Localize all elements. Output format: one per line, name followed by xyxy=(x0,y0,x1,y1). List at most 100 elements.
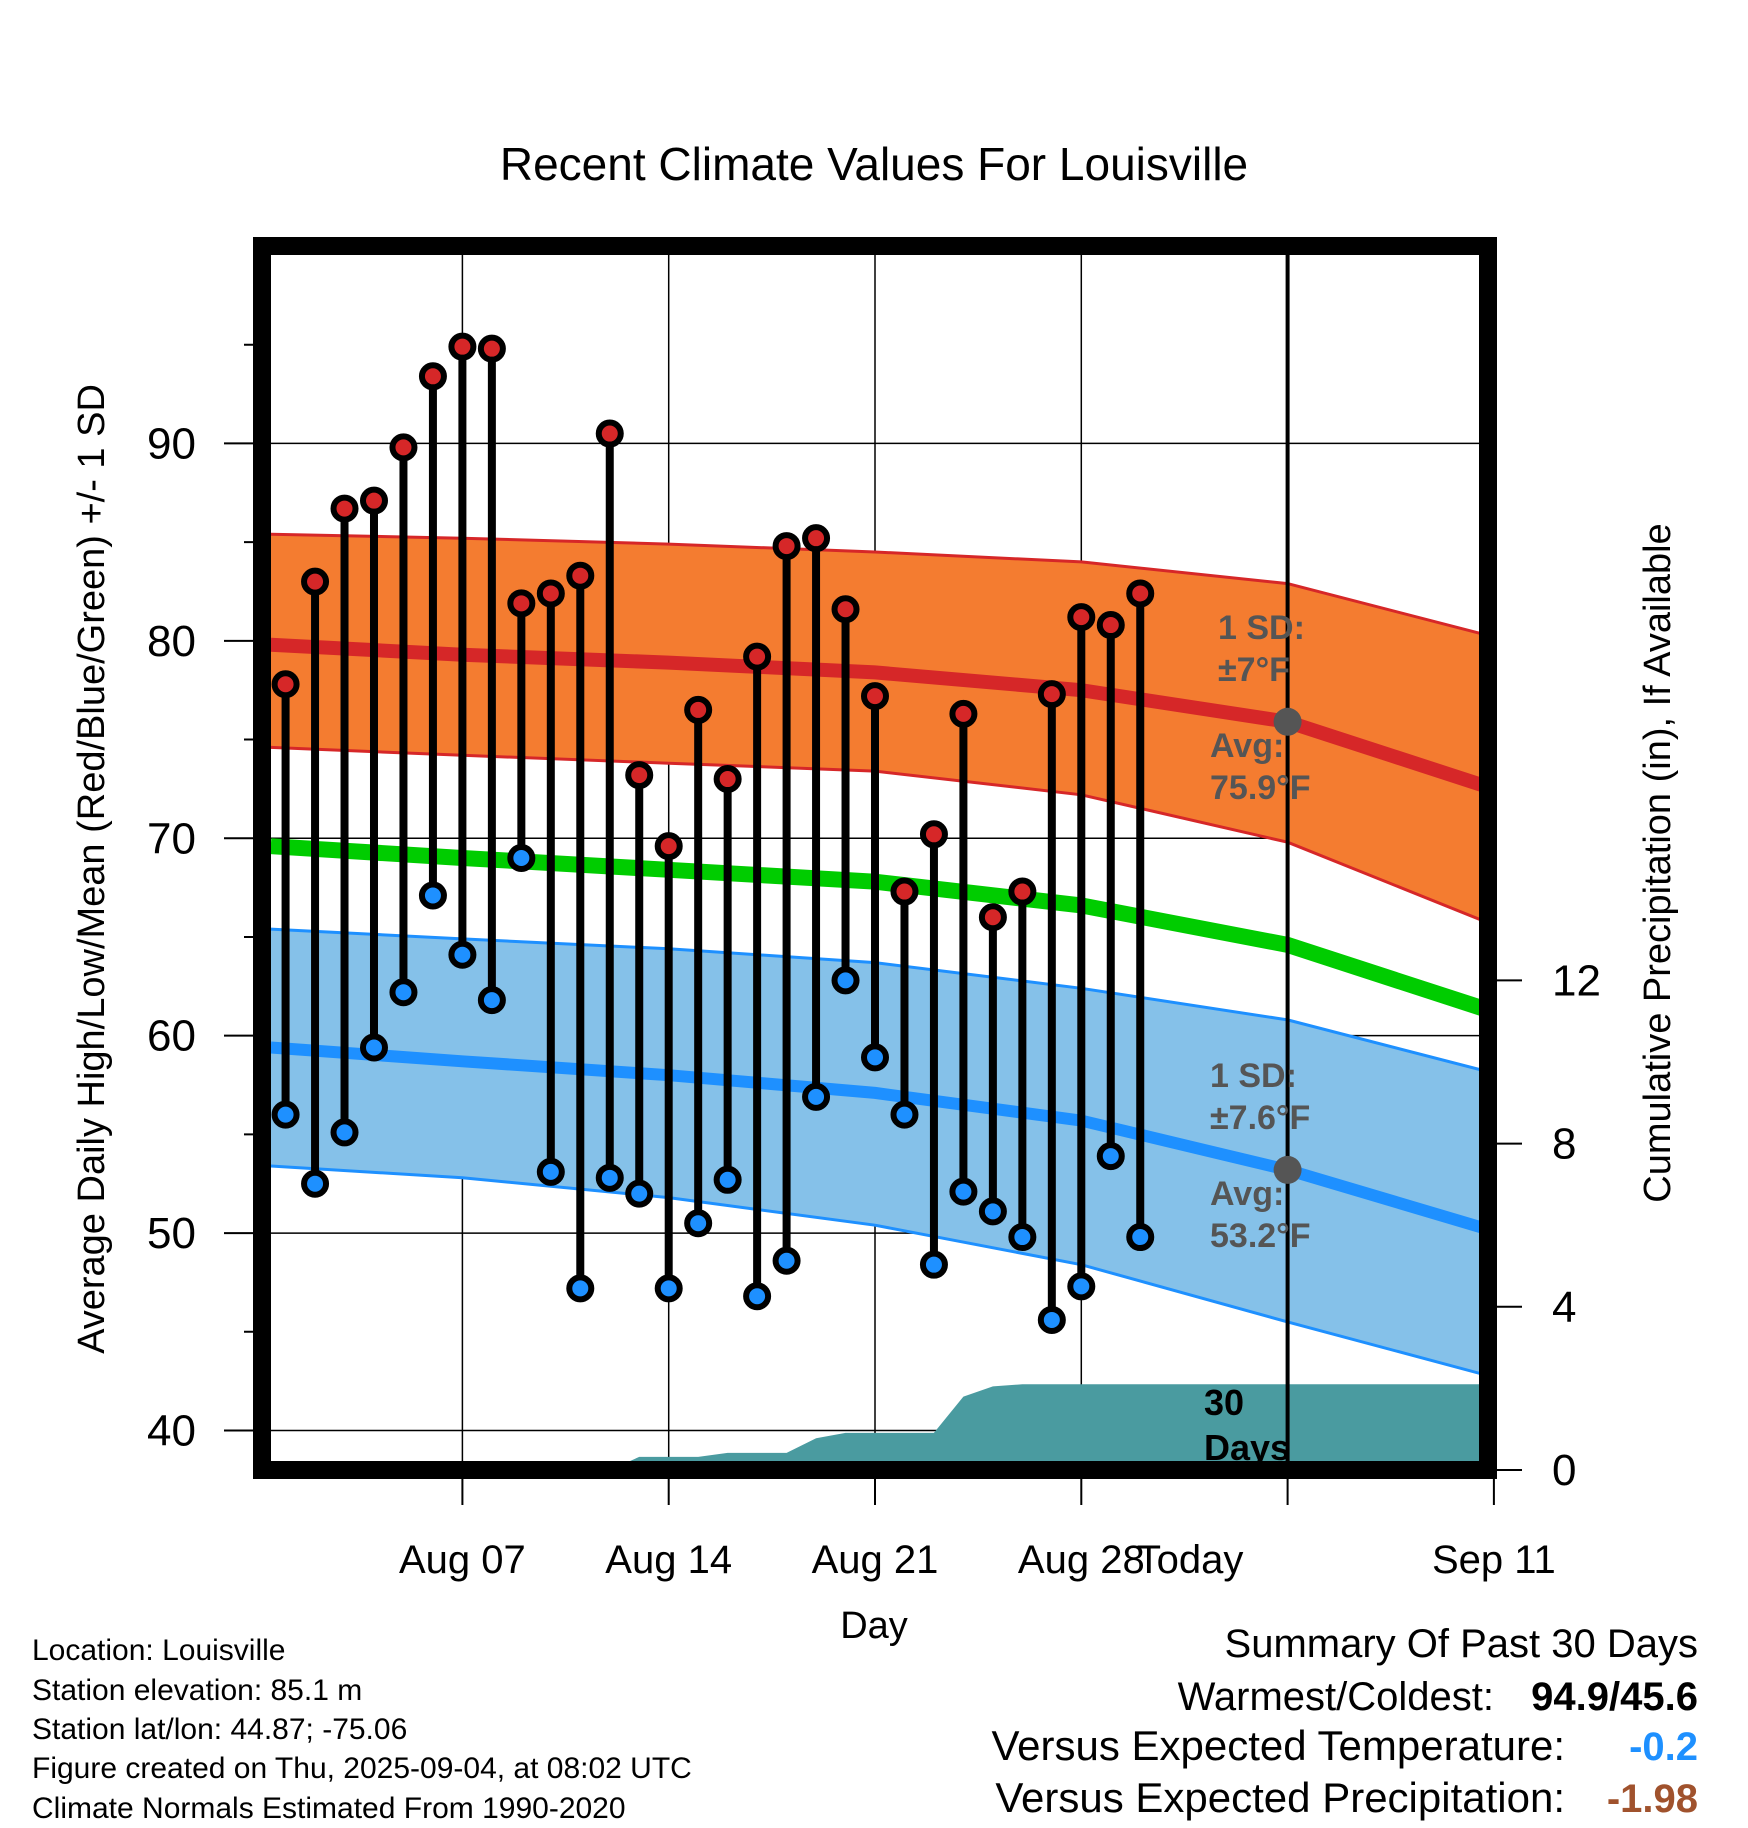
daily-low-marker xyxy=(507,844,536,872)
daily-high-marker xyxy=(536,579,565,608)
daily-low-marker xyxy=(301,1169,330,1198)
low-avg-label: Avg: xyxy=(1210,1175,1284,1213)
footer-normals: Climate Normals Estimated From 1990-2020 xyxy=(32,1792,626,1825)
daily-low-marker xyxy=(1126,1223,1155,1252)
daily-low-marker xyxy=(625,1179,654,1208)
high-sd-label: 1 SD: xyxy=(1218,609,1305,647)
high-sd-band xyxy=(270,534,1488,923)
daily-low-marker xyxy=(978,1197,1007,1226)
x-tick-label: Aug 28 xyxy=(1018,1538,1145,1582)
daily-high-marker xyxy=(949,699,978,728)
low-sd-value: ±7.6°F xyxy=(1210,1099,1310,1137)
footer-elevation: Station elevation: 85.1 m xyxy=(32,1674,362,1707)
y2-tick-label: 4 xyxy=(1552,1283,1576,1332)
plot-area xyxy=(262,246,1488,1470)
summary-title: Summary Of Past 30 Days xyxy=(1225,1622,1698,1666)
daily-high-marker xyxy=(330,494,359,523)
low-sd-band xyxy=(270,929,1488,1376)
low-sd-label: 1 SD: xyxy=(1210,1057,1297,1095)
y2-tick-label: 8 xyxy=(1552,1120,1576,1169)
daily-high-marker xyxy=(507,589,536,618)
daily-high-marker xyxy=(1126,579,1155,608)
daily-low-marker xyxy=(566,1274,595,1303)
daily-low-marker xyxy=(713,1165,742,1194)
daily-high-marker xyxy=(477,334,506,363)
daily-high-marker xyxy=(1037,680,1066,709)
daily-high-marker xyxy=(271,670,300,699)
daily-low-marker xyxy=(389,978,418,1007)
summary-warmest-label: Warmest/Coldest: xyxy=(1178,1675,1494,1719)
plot-frame xyxy=(253,237,1497,1479)
chart-title: Recent Climate Values For Louisville xyxy=(500,138,1248,190)
daily-low-marker xyxy=(1096,1142,1125,1171)
daily-high-marker xyxy=(861,682,889,711)
daily-low-marker xyxy=(271,1100,300,1129)
summary-temp-label: Versus Expected Temperature: xyxy=(991,1722,1565,1769)
daily-low-marker xyxy=(418,881,447,910)
daily-low-marker xyxy=(359,1033,388,1062)
daily-high-marker xyxy=(802,524,831,553)
footer-latlon: Station lat/lon: 44.87; -75.06 xyxy=(32,1713,407,1746)
daily-high-marker xyxy=(301,567,330,596)
daily-high-marker xyxy=(743,642,772,671)
daily-low-marker xyxy=(1067,1272,1096,1301)
daily-low-marker xyxy=(1008,1223,1037,1252)
daily-high-marker xyxy=(418,362,447,391)
y-tick-label: 70 xyxy=(147,814,196,863)
today-label: Today xyxy=(1137,1538,1244,1582)
daily-low-marker xyxy=(831,966,860,995)
summary-precip-value: -1.98 xyxy=(1607,1777,1698,1821)
daily-high-marker xyxy=(1067,603,1096,632)
x-tick-label: Aug 07 xyxy=(399,1538,526,1582)
x-axis-label: Day xyxy=(840,1605,908,1647)
daily-high-marker xyxy=(389,433,418,462)
daily-low-marker xyxy=(772,1246,801,1275)
footer-created: Figure created on Thu, 2025-09-04, at 08… xyxy=(32,1752,692,1785)
daily-low-marker xyxy=(861,1043,889,1072)
daily-high-marker xyxy=(713,765,742,794)
y-tick-label: 50 xyxy=(147,1209,196,1258)
daily-high-marker xyxy=(919,820,948,849)
daily-high-marker xyxy=(890,877,919,906)
y2-axis-label: Cumulative Precipitation (in), If Availa… xyxy=(1637,523,1679,1202)
daily-low-marker xyxy=(448,940,477,969)
days-count-number: 30 xyxy=(1204,1382,1244,1423)
daily-low-marker xyxy=(1037,1305,1066,1334)
footer-location: Location: Louisville xyxy=(32,1634,286,1667)
daily-high-marker xyxy=(1008,877,1037,906)
y-tick-label: 60 xyxy=(147,1012,196,1061)
daily-high-marker xyxy=(566,561,595,590)
daily-low-marker xyxy=(595,1163,624,1192)
daily-high-marker xyxy=(1096,611,1125,640)
daily-low-marker xyxy=(919,1250,948,1279)
y2-tick-label: 0 xyxy=(1552,1446,1576,1495)
y-tick-label: 40 xyxy=(147,1407,196,1456)
high-sd-value: ±7°F xyxy=(1218,651,1290,689)
x-tick-label: Sep 11 xyxy=(1432,1538,1556,1582)
daily-high-marker xyxy=(772,532,801,561)
x-tick-label: Aug 14 xyxy=(605,1538,732,1582)
daily-high-marker xyxy=(684,695,713,724)
summary-temp-value: -0.2 xyxy=(1629,1725,1698,1769)
daily-low-marker xyxy=(802,1082,831,1111)
low-avg-value: 53.2°F xyxy=(1210,1217,1311,1255)
high-avg-value: 75.9°F xyxy=(1210,769,1311,807)
y-tick-label: 80 xyxy=(147,617,196,666)
daily-low-marker xyxy=(743,1282,772,1311)
precipitation-area xyxy=(270,1384,1488,1470)
daily-high-marker xyxy=(595,419,624,448)
daily-low-marker xyxy=(654,1274,683,1303)
daily-high-marker xyxy=(359,486,388,515)
summary-precip-label: Versus Expected Precipitation: xyxy=(995,1774,1565,1821)
daily-high-marker xyxy=(625,761,654,790)
daily-low-marker xyxy=(477,986,506,1015)
daily-low-marker xyxy=(684,1209,713,1238)
y-axis-label: Average Daily High/Low/Mean (Red/Blue/Gr… xyxy=(71,384,113,1354)
daily-low-marker xyxy=(330,1118,359,1147)
daily-high-marker xyxy=(831,595,860,624)
y-tick-label: 90 xyxy=(147,419,196,468)
daily-high-marker xyxy=(448,332,477,361)
daily-low-marker xyxy=(949,1177,978,1206)
y2-tick-label: 12 xyxy=(1552,956,1601,1005)
